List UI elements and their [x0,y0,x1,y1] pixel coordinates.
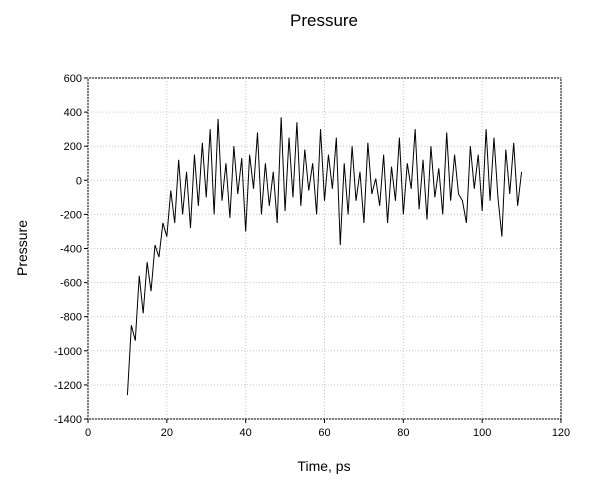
x-tick-label: 0 [85,427,91,439]
y-axis-label: Pressure [14,220,30,276]
x-tick-label: 60 [318,427,330,439]
x-tick-label: 40 [240,427,252,439]
y-tick-label: 600 [64,73,82,85]
y-tick-label: 0 [76,175,82,187]
x-axis-label: Time, ps [297,458,350,474]
y-tick-label: 200 [64,141,82,153]
x-tick-label: 100 [473,427,491,439]
x-tick-label: 20 [161,427,173,439]
y-tick-label: -600 [60,278,82,290]
y-tick-label: -1400 [54,414,82,426]
y-tick-label: -400 [60,244,82,256]
chart-title: Pressure [290,11,358,30]
y-tick-label: -1000 [54,346,82,358]
y-tick-label: -800 [60,312,82,324]
y-tick-label: -1200 [54,380,82,392]
y-tick-label: 400 [64,107,82,119]
data-line [126,117,523,396]
y-tick-label: -200 [60,209,82,221]
x-tick-label: 80 [397,427,409,439]
x-tick-label: 120 [552,427,570,439]
